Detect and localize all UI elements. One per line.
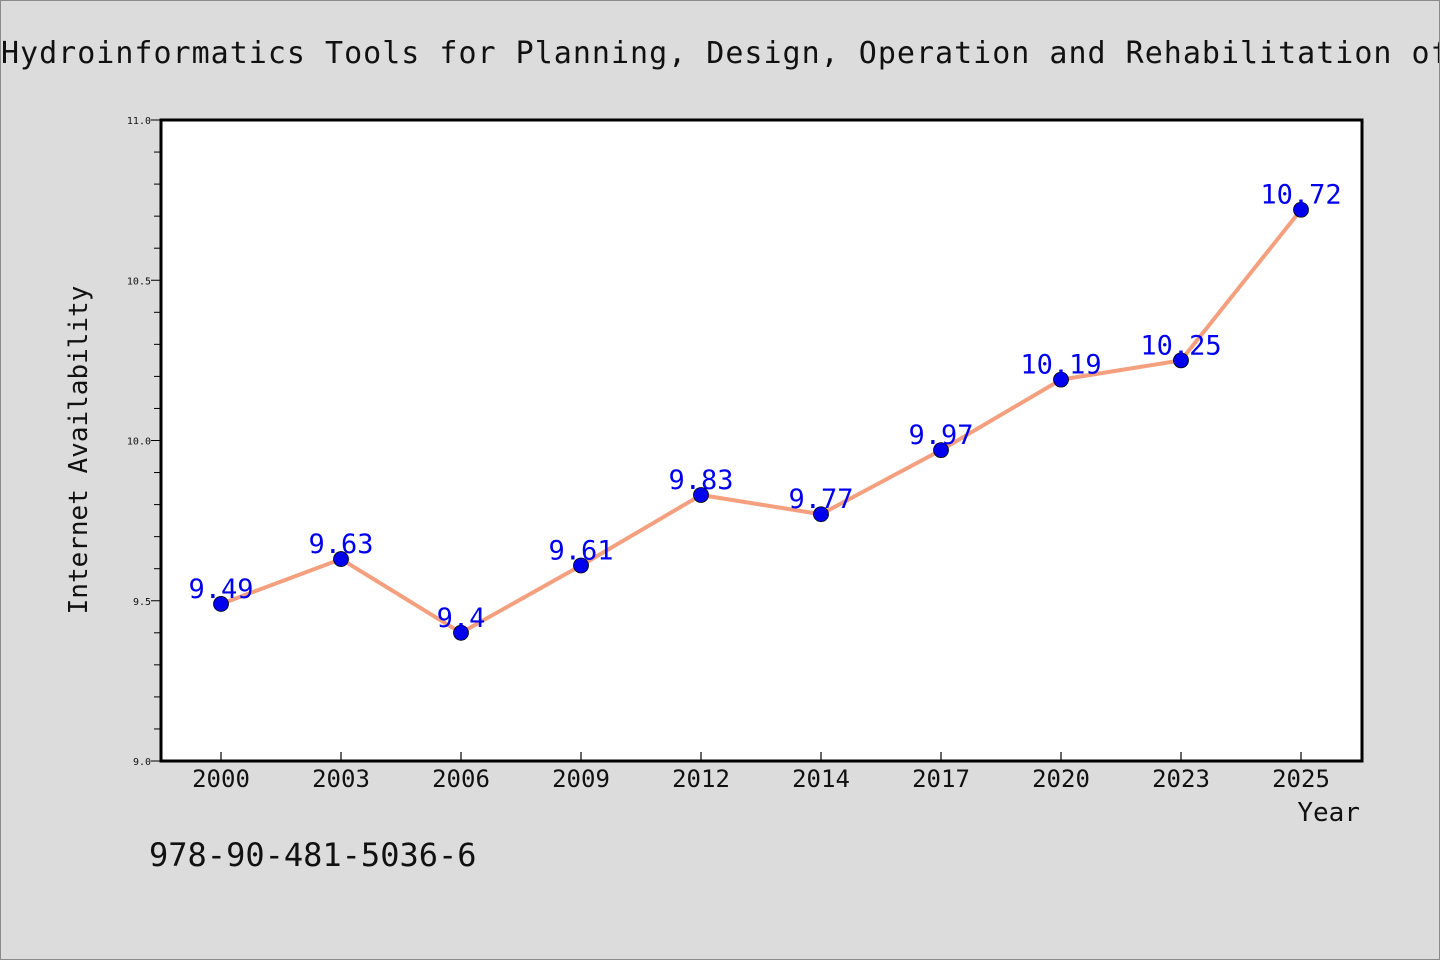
data-label: 9.97	[908, 420, 973, 451]
x-axis-title: Year	[1297, 798, 1360, 828]
x-tick-label: 2009	[552, 765, 610, 793]
y-tick-label: 9.5	[133, 597, 151, 608]
data-labels: 9.49 9.63 9.4 9.61 9.83 9.77 9.97 10.19 10.25 10.…	[188, 180, 1341, 634]
data-point-marker	[1293, 201, 1309, 218]
data-point-marker	[933, 442, 949, 459]
data-point-marker	[573, 557, 589, 574]
data-point-marker	[813, 506, 829, 523]
data-point-marker	[693, 487, 709, 503]
isbn-footer-text: 978-90-481-5036-6	[149, 836, 477, 874]
x-tick-label: 2006	[432, 765, 490, 793]
data-label: 9.4	[437, 603, 486, 634]
data-point-marker	[333, 551, 349, 567]
x-tick-label: 2014	[792, 765, 850, 793]
x-tick-label: 2012	[672, 765, 730, 793]
plot-area	[159, 118, 1364, 763]
data-label: 10.72	[1260, 180, 1341, 211]
data-point-marker	[1173, 352, 1189, 369]
data-label: 10.25	[1140, 330, 1221, 361]
data-label: 9.77	[788, 484, 853, 515]
x-tick-label: 2003	[312, 765, 370, 793]
chart-title: Hydroinformatics Tools for Planning, Des…	[1, 36, 1439, 71]
x-tick-label: 2025	[1272, 765, 1330, 793]
y-axis: 9.0 9.5 10.0 10.5 11.0	[127, 116, 161, 768]
data-point-marker	[1053, 371, 1069, 388]
data-label: 9.83	[668, 465, 733, 496]
data-point-marker	[453, 624, 469, 641]
x-tick-label: 2023	[1152, 765, 1210, 793]
series-line	[220, 208, 1303, 635]
y-tick-label: 10.5	[127, 276, 151, 287]
x-tick-label: 2017	[912, 765, 970, 793]
x-axis: 2000 2003 2006 2009 2012 2014 2017 2020 2023 2025	[192, 752, 1330, 793]
data-label: 9.63	[308, 529, 373, 560]
x-tick-label: 2000	[192, 765, 250, 793]
series-internet-availability	[213, 201, 1309, 641]
data-label: 10.19	[1020, 350, 1101, 381]
data-label: 9.61	[548, 535, 613, 566]
y-tick-label: 10.0	[127, 437, 151, 448]
y-axis-title: Internet Availability	[64, 286, 94, 615]
data-point-marker	[213, 596, 229, 612]
y-tick-label: 9.0	[133, 757, 151, 768]
y-tick-label: 11.0	[127, 116, 151, 127]
data-label: 9.49	[188, 574, 253, 605]
x-tick-label: 2020	[1032, 765, 1090, 793]
